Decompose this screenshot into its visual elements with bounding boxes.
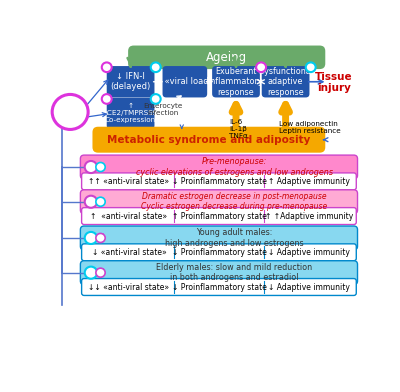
Text: A: A [88, 234, 94, 243]
Text: Ageing: Ageing [206, 51, 247, 64]
Circle shape [85, 161, 97, 173]
Text: ↓ Proinflammatory state: ↓ Proinflammatory state [172, 248, 266, 257]
Circle shape [52, 94, 88, 129]
Text: ↓↓ «anti-viral state»: ↓↓ «anti-viral state» [88, 283, 170, 292]
FancyBboxPatch shape [80, 261, 358, 285]
Circle shape [306, 62, 316, 72]
Text: Pre-menopause:
cyclic elevations of estrogens and low androgens: Pre-menopause: cyclic elevations of estr… [136, 157, 333, 177]
Text: ↓ Proinflammatory state: ↓ Proinflammatory state [172, 283, 266, 292]
FancyBboxPatch shape [80, 155, 358, 179]
Text: E: E [104, 94, 109, 103]
Text: E: E [88, 197, 94, 206]
Circle shape [102, 94, 112, 104]
Text: Young adult males:
high androgens and low estrogens: Young adult males: high androgens and lo… [165, 228, 304, 248]
Text: ↓ IFN-I
(delayed): ↓ IFN-I (delayed) [110, 72, 151, 91]
Text: ↑  «anti-viral state»: ↑ «anti-viral state» [90, 212, 168, 221]
Text: ratio: ratio [60, 114, 82, 123]
FancyBboxPatch shape [80, 226, 358, 250]
Circle shape [96, 268, 105, 277]
Circle shape [96, 233, 105, 243]
Circle shape [85, 196, 97, 208]
Text: Dramatic estrogen decrease in post-menopause
Cyclic estrogen decrease during pre: Dramatic estrogen decrease in post-menop… [141, 192, 328, 211]
Text: ↓ Proinflammatory state: ↓ Proinflammatory state [172, 177, 266, 186]
FancyBboxPatch shape [262, 66, 310, 98]
Text: A: A [98, 163, 104, 172]
Text: A: A [153, 63, 159, 72]
FancyBboxPatch shape [92, 127, 325, 153]
FancyBboxPatch shape [82, 173, 356, 190]
Text: Enterocyte
infection: Enterocyte infection [144, 103, 183, 116]
Circle shape [151, 62, 161, 72]
Text: IL-6
IL-1β
TNFα: IL-6 IL-1β TNFα [229, 118, 248, 138]
FancyBboxPatch shape [82, 208, 356, 225]
Text: ↑ «viral load»: ↑ «viral load» [156, 77, 214, 86]
Text: A: A [75, 105, 84, 115]
FancyBboxPatch shape [128, 45, 325, 69]
Text: Dysfunctional
adaptive
response: Dysfunctional adaptive response [258, 67, 313, 97]
Text: A: A [88, 268, 94, 277]
Text: E: E [258, 63, 264, 72]
Text: ↑↑ «anti-viral state»: ↑↑ «anti-viral state» [88, 177, 170, 186]
Text: E: E [98, 268, 103, 277]
Text: ↓: ↓ [62, 102, 71, 111]
Text: E: E [104, 63, 109, 72]
Text: Exuberant
inflammatory
response: Exuberant inflammatory response [209, 67, 263, 97]
Circle shape [256, 62, 266, 72]
Text: ↑ Adaptive immunity: ↑ Adaptive immunity [268, 177, 350, 186]
Circle shape [96, 163, 105, 172]
Text: ↑
ACE2/TMPRSS2
Co-expression: ↑ ACE2/TMPRSS2 Co-expression [103, 103, 158, 123]
Text: ↓ «anti-viral state»: ↓ «anti-viral state» [92, 248, 166, 257]
Circle shape [102, 62, 112, 72]
Text: Low adiponectin
Leptin resistance: Low adiponectin Leptin resistance [279, 120, 341, 134]
FancyBboxPatch shape [82, 279, 356, 296]
FancyBboxPatch shape [162, 66, 207, 98]
Text: ↑ Proinflammatory state: ↑ Proinflammatory state [172, 212, 266, 221]
FancyBboxPatch shape [107, 66, 154, 98]
Text: ↓ Adaptive immunity: ↓ Adaptive immunity [268, 283, 350, 292]
Circle shape [85, 232, 97, 244]
Text: /: / [74, 102, 78, 115]
Text: Tissue
injury: Tissue injury [315, 72, 352, 93]
FancyBboxPatch shape [82, 244, 356, 261]
Text: A: A [153, 94, 159, 103]
Text: ↑ ↑Adaptive immunity: ↑ ↑Adaptive immunity [265, 212, 353, 221]
Circle shape [85, 267, 97, 279]
Text: E: E [68, 102, 75, 111]
FancyBboxPatch shape [80, 190, 358, 214]
Text: E: E [88, 163, 94, 172]
Text: A: A [308, 63, 314, 72]
Text: Metabolic syndrome and adiposity: Metabolic syndrome and adiposity [107, 135, 310, 145]
FancyBboxPatch shape [107, 98, 154, 129]
Circle shape [151, 94, 161, 104]
Text: ↓ Adaptive immunity: ↓ Adaptive immunity [268, 248, 350, 257]
Text: Elderly males: slow and mild reduction
in both androgens and estradiol: Elderly males: slow and mild reduction i… [156, 263, 312, 282]
Circle shape [96, 197, 105, 206]
Text: A: A [98, 197, 104, 206]
FancyBboxPatch shape [212, 66, 260, 98]
Text: E: E [98, 234, 103, 243]
